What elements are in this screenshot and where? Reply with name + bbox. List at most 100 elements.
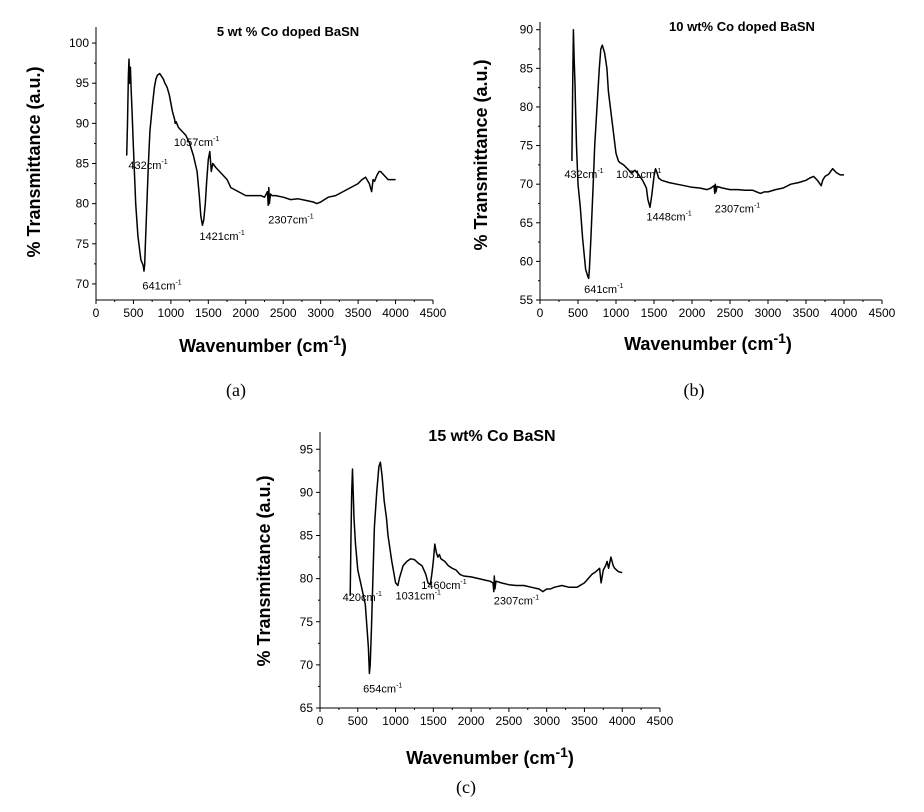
y-tick-label: 70: [76, 277, 90, 291]
peak-label-value: 2307cm: [494, 596, 533, 608]
peak-label-value: 641cm: [584, 284, 617, 296]
chart-title: 5 wt % Co doped BaSN: [217, 24, 359, 39]
y-tick-label: 100: [69, 36, 89, 50]
x-tick-label: 3500: [345, 306, 372, 320]
y-axis-label: % Transmittance (a.u.): [254, 475, 274, 666]
panel-b: 0 500 1000 1500 2000 2500 3000 3500 4000 4500 55 60…: [471, 19, 896, 401]
peak-label-value: 1031cm: [616, 169, 655, 181]
y-tick-label: 80: [76, 197, 90, 211]
x-tick-label: 1000: [158, 306, 185, 320]
x-tick-label: 2000: [232, 306, 259, 320]
x-tick-label: 3000: [755, 306, 782, 320]
y-tick-label: 65: [520, 216, 534, 230]
x-tick-label: 2500: [717, 306, 744, 320]
peak-label-sup: -1: [238, 230, 244, 237]
y-tick-label: 80: [300, 572, 314, 586]
peak-label-sup: -1: [655, 168, 661, 175]
y-tick-label: 80: [520, 100, 534, 114]
peak-label-sup: -1: [435, 589, 441, 596]
x-axis-label-sup: -1: [555, 744, 568, 760]
y-tick-label: 75: [76, 237, 90, 251]
x-tick-label: 2500: [270, 306, 297, 320]
chart-title: 10 wt% Co doped BaSN: [669, 19, 815, 34]
x-axis-label: Wavenumber (cm-1): [624, 330, 792, 354]
y-tick-label: 85: [300, 529, 314, 543]
peak-label-value: 1421cm: [199, 231, 238, 243]
y-tick-label: 95: [76, 76, 90, 90]
x-tick-label: 1500: [420, 714, 447, 728]
panel-label: (a): [226, 380, 246, 401]
x-axis-label-text: Wavenumber (cm: [624, 334, 773, 354]
x-tick-label: 1000: [382, 714, 409, 728]
x-tick-label: 3500: [793, 306, 820, 320]
x-tick-label: 4500: [420, 306, 447, 320]
panel-a: 0 500 1000 1500 2000 2500 3000 3500 4000 4500 70 75…: [24, 24, 447, 401]
y-tick-label: 85: [520, 61, 534, 75]
y-tick-label: 90: [300, 485, 314, 499]
y-tick-label: 75: [300, 615, 314, 629]
peak-label: 641cm-1: [584, 283, 623, 296]
x-axis-label-text: Wavenumber (cm: [179, 336, 328, 356]
x-tick-label: 1000: [603, 306, 630, 320]
peak-label: 641cm-1: [142, 280, 181, 293]
peak-label-value: 654cm: [363, 683, 396, 695]
x-tick-label: 2000: [458, 714, 485, 728]
x-axis-label: Wavenumber (cm-1): [406, 744, 574, 768]
peak-label-value: 432cm: [564, 169, 597, 181]
x-axis-label-sup: -1: [328, 332, 341, 348]
peak-label-sup: -1: [686, 210, 692, 217]
peak-label-sup: -1: [617, 283, 623, 290]
panel-label: (c): [456, 777, 476, 798]
peak-label-value: 2307cm: [268, 215, 307, 227]
y-tick-label: 60: [520, 254, 534, 268]
ftir-spectrum-line: [571, 28, 844, 280]
y-tick-label: 90: [520, 23, 534, 37]
peak-label: 1031cm-1: [616, 168, 661, 181]
ftir-spectrum-line: [125, 58, 396, 272]
x-tick-label: 500: [348, 714, 368, 728]
x-axis-label-text: Wavenumber (cm: [406, 748, 555, 768]
peak-label: 2307cm-1: [494, 595, 539, 608]
peak-label: 1031cm-1: [396, 589, 441, 602]
y-tick-label: 95: [300, 442, 314, 456]
peak-label-sup: -1: [376, 591, 382, 598]
peak-label: 1421cm-1: [199, 230, 244, 243]
peak-label-value: 420cm: [343, 592, 376, 604]
peak-label: 432cm-1: [564, 168, 603, 181]
x-tick-label: 4000: [382, 306, 409, 320]
peak-label-value: 1031cm: [396, 590, 435, 602]
y-axis-label: % Transmittance (a.u.): [471, 59, 491, 250]
peak-label: 420cm-1: [343, 591, 382, 604]
x-tick-label: 3000: [307, 306, 334, 320]
x-tick-label: 4500: [647, 714, 674, 728]
peak-label-value: 2307cm: [715, 204, 754, 216]
peak-label: 654cm-1: [363, 682, 402, 695]
y-tick-label: 70: [520, 177, 534, 191]
y-tick-label: 75: [520, 139, 534, 153]
peak-label: 1448cm-1: [646, 210, 691, 223]
x-axis-label-close: ): [568, 748, 574, 768]
x-tick-label: 0: [317, 714, 324, 728]
peak-label-sup: -1: [307, 214, 313, 221]
x-axis-label-sup: -1: [773, 330, 786, 346]
x-axis-label-close: ): [341, 336, 347, 356]
y-axis-label: % Transmittance (a.u.): [24, 66, 44, 257]
x-tick-label: 3000: [533, 714, 560, 728]
x-axis-label-close: ): [786, 334, 792, 354]
peak-label-sup: -1: [175, 280, 181, 287]
peak-label-sup: -1: [213, 136, 219, 143]
peak-label-sup: -1: [754, 203, 760, 210]
peak-label: 2307cm-1: [715, 203, 760, 216]
peak-label: 2307cm-1: [268, 214, 313, 227]
x-tick-label: 500: [568, 306, 588, 320]
ftir-spectrum-line: [349, 461, 623, 675]
panel-label: (b): [684, 380, 705, 401]
y-tick-label: 85: [76, 157, 90, 171]
peak-label-sup: -1: [597, 168, 603, 175]
peak-label: 1460cm-1: [421, 579, 466, 592]
peak-label-sup: -1: [533, 595, 539, 602]
x-tick-label: 3500: [571, 714, 598, 728]
x-tick-label: 1500: [641, 306, 668, 320]
x-tick-label: 0: [537, 306, 544, 320]
